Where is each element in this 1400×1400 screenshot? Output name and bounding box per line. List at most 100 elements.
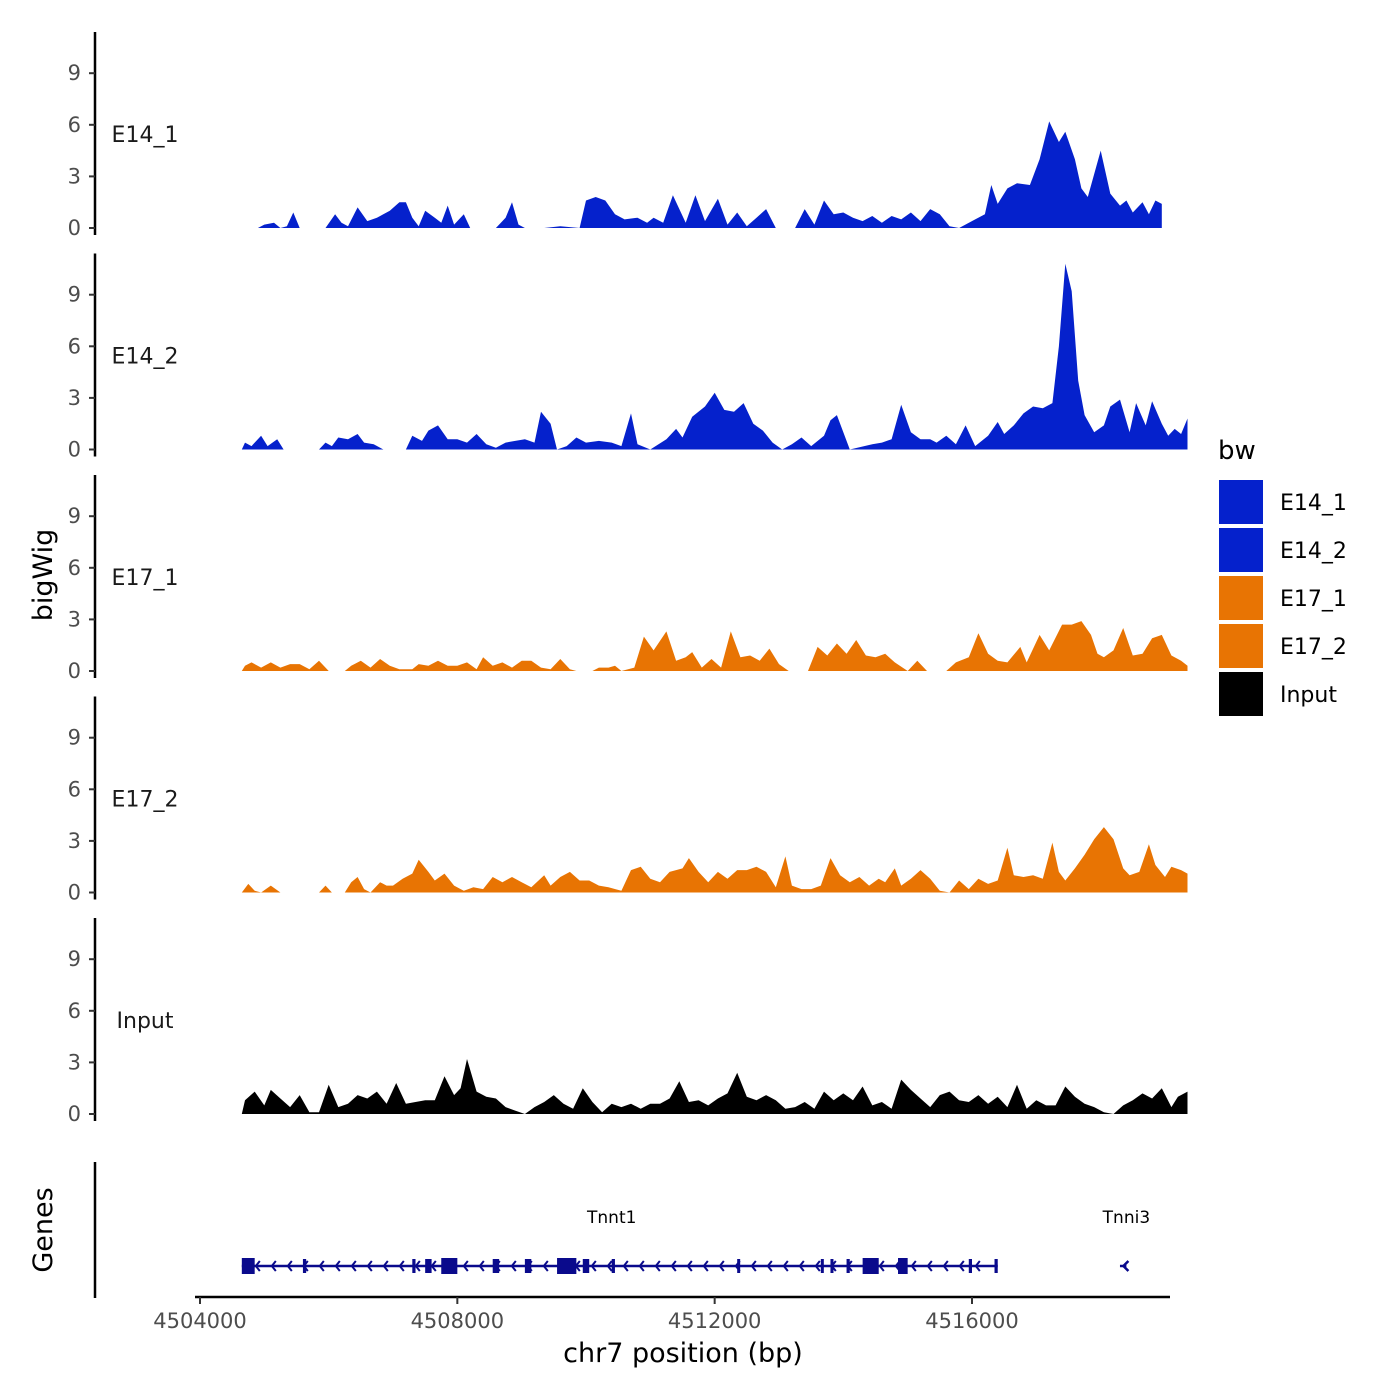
x-tick-label: 4504000 — [153, 1309, 247, 1333]
exon-block — [557, 1258, 577, 1274]
y-tick-label: 3 — [68, 386, 81, 410]
legend-key-input — [1219, 672, 1263, 716]
genes-panel: Tnnt1 Tnni3 — [93, 1162, 1150, 1298]
y-tick-label: 6 — [68, 334, 81, 358]
track-input: 0 3 6 9 Input — [68, 918, 1188, 1126]
strand-chevron — [462, 1260, 469, 1272]
exon-block — [846, 1259, 850, 1273]
exon-block — [994, 1259, 998, 1273]
exon-block — [582, 1259, 590, 1273]
strand-chevron — [750, 1260, 757, 1272]
gene-name-label: Tnni3 — [1102, 1208, 1150, 1228]
y-tick-label: 0 — [68, 438, 81, 462]
gene-tnni3: Tnni3 — [1102, 1208, 1150, 1272]
strand-chevron — [942, 1260, 949, 1272]
gene-tnnt1: Tnnt1 — [241, 1208, 998, 1274]
exon-block — [862, 1258, 879, 1274]
strand-chevron — [926, 1260, 933, 1272]
track-e17-1: 0 3 6 9 E17_1 — [68, 475, 1188, 683]
legend-label: E17_1 — [1280, 587, 1347, 612]
genes-axis-title: Genes — [28, 1187, 59, 1272]
strand-chevron — [1121, 1260, 1130, 1272]
y-tick-label: 3 — [68, 164, 81, 188]
y-tick-label: 0 — [68, 659, 81, 683]
y-tick-label: 0 — [68, 216, 81, 240]
y-tick-label: 3 — [68, 607, 81, 631]
legend-key-e14-2 — [1219, 528, 1263, 572]
legend-key-e17-1 — [1219, 576, 1263, 620]
strand-chevron — [718, 1260, 725, 1272]
strand-chevron — [366, 1260, 373, 1272]
strand-chevron — [798, 1260, 805, 1272]
exon-block — [441, 1258, 458, 1274]
x-tick-label: 4512000 — [668, 1309, 762, 1333]
y-tick-label: 9 — [68, 61, 81, 85]
legend-title: bw — [1218, 436, 1256, 466]
strand-chevron — [638, 1260, 645, 1272]
track-e17-2: 0 3 6 9 E17_2 — [68, 696, 1188, 905]
strand-chevron — [766, 1260, 773, 1272]
strand-chevron — [686, 1260, 693, 1272]
y-tick-label: 9 — [68, 283, 81, 307]
strand-chevron — [334, 1260, 341, 1272]
exon-block — [611, 1259, 615, 1273]
strand-chevron — [318, 1260, 325, 1272]
gene-name-label: Tnnt1 — [586, 1208, 636, 1228]
y-tick-label: 3 — [68, 829, 81, 853]
strand-chevron — [414, 1260, 421, 1272]
strand-chevron — [910, 1260, 917, 1272]
strand-chevron — [430, 1260, 437, 1272]
legend: bw E14_1 E14_2 E17_1 E17_2 Input — [1218, 436, 1347, 716]
strand-chevron — [878, 1260, 885, 1272]
bigwig-tracks: 0 3 6 9 E14_1 0 3 6 9 E14_2 0 3 6 9 E17_1 0 3 6 9 E17_2 0 3 6 9… — [68, 32, 1188, 1126]
y-tick-label: 9 — [68, 947, 81, 971]
exon-block — [302, 1259, 307, 1273]
exon-block — [820, 1259, 824, 1273]
y-tick-label: 6 — [68, 999, 81, 1023]
x-tick-label: 4508000 — [411, 1309, 505, 1333]
strand-chevron — [670, 1260, 677, 1272]
exon-block — [425, 1259, 432, 1273]
strand-chevron — [270, 1260, 277, 1272]
exon-block — [898, 1258, 908, 1274]
coverage-area-e17-1 — [241, 621, 1188, 671]
strand-chevron — [398, 1260, 405, 1272]
exon-block — [241, 1258, 255, 1274]
exon-block — [412, 1259, 416, 1273]
strand-chevron — [622, 1260, 629, 1272]
x-axis-title: chr7 position (bp) — [563, 1338, 803, 1369]
strand-chevron — [382, 1260, 389, 1272]
strand-chevron — [606, 1260, 613, 1272]
y-tick-label: 6 — [68, 556, 81, 580]
strand-chevron — [286, 1260, 293, 1272]
coverage-area-e17-2 — [241, 827, 1188, 893]
exon-block — [492, 1259, 500, 1273]
coverage-area-e14-2 — [241, 263, 1188, 450]
exon-block — [830, 1259, 834, 1273]
track-label: Input — [117, 1009, 174, 1034]
strand-chevron — [702, 1260, 709, 1272]
strand-chevron — [782, 1260, 789, 1272]
track-e14-1: 0 3 6 9 E14_1 — [68, 32, 1162, 240]
strand-chevron — [350, 1260, 357, 1272]
legend-key-e17-2 — [1219, 624, 1263, 668]
strand-chevron — [814, 1260, 821, 1272]
legend-label: E17_2 — [1280, 635, 1347, 660]
exon-block — [968, 1259, 972, 1273]
x-axis: 4504000 4508000 4512000 4516000 — [153, 1295, 1170, 1333]
strand-chevron — [654, 1260, 661, 1272]
legend-key-e14-1 — [1219, 480, 1263, 524]
coverage-area-e14-1 — [257, 121, 1162, 228]
y-tick-label: 3 — [68, 1050, 81, 1074]
strand-chevron — [542, 1260, 549, 1272]
strand-chevron — [510, 1260, 517, 1272]
track-label: E14_1 — [112, 123, 179, 148]
strand-chevron — [478, 1260, 485, 1272]
strand-chevron — [254, 1260, 261, 1272]
legend-label: Input — [1280, 683, 1337, 708]
legend-label: E14_2 — [1280, 539, 1347, 564]
legend-label: E14_1 — [1280, 491, 1347, 516]
y-tick-label: 9 — [68, 726, 81, 750]
y-tick-label: 0 — [68, 1102, 81, 1126]
